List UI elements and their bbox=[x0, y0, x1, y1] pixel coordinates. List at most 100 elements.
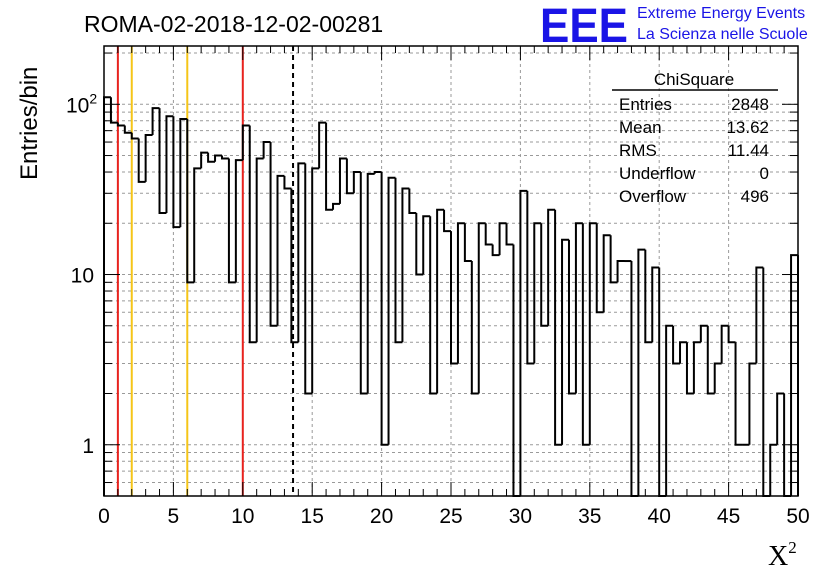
x-tick-label: 20 bbox=[370, 505, 393, 528]
histogram-bin bbox=[720, 324, 729, 364]
histogram-bin bbox=[685, 342, 694, 395]
histogram-bin bbox=[137, 138, 146, 183]
histogram-bin bbox=[491, 244, 500, 257]
histogram-bin bbox=[561, 238, 569, 445]
stats-label-overflow: Overflow bbox=[619, 187, 687, 206]
y-tick-label: 1 bbox=[82, 435, 94, 458]
histogram-bin bbox=[443, 209, 451, 233]
stats-value-overflow: 496 bbox=[741, 187, 769, 206]
reference-lines bbox=[116, 46, 295, 496]
histogram-bin bbox=[408, 188, 417, 214]
histogram-bin bbox=[776, 392, 785, 445]
histogram-bin bbox=[692, 341, 701, 394]
histogram-bin bbox=[463, 223, 472, 263]
histogram-bin bbox=[595, 223, 604, 314]
axes bbox=[103, 45, 799, 497]
histogram-bin bbox=[214, 154, 222, 162]
histogram-bin bbox=[616, 260, 625, 283]
stats-value-entries: 2848 bbox=[731, 95, 769, 114]
histogram-bin bbox=[456, 222, 465, 364]
histogram-bin bbox=[567, 239, 576, 395]
x-tick-label: 10 bbox=[231, 505, 254, 528]
histogram-bin bbox=[706, 325, 715, 395]
histogram-bin bbox=[699, 324, 708, 343]
histogram-bin bbox=[186, 118, 195, 284]
brand-line-2: La Scienza nelle Scuole bbox=[637, 26, 808, 43]
x-axis-label-superscript: 2 bbox=[788, 538, 797, 557]
y-tick-label: 102 bbox=[66, 90, 97, 117]
histogram-bin bbox=[401, 187, 410, 343]
histogram-bin bbox=[325, 122, 334, 211]
grid bbox=[104, 46, 798, 496]
histogram-bin bbox=[651, 266, 660, 343]
histogram-bin bbox=[769, 443, 778, 496]
y-tick-label-superscript: 2 bbox=[89, 90, 97, 106]
histogram-bin bbox=[116, 122, 125, 127]
histogram-bin bbox=[220, 155, 229, 160]
x-tick-label: 15 bbox=[301, 505, 324, 528]
x-tick-label: 5 bbox=[168, 505, 180, 528]
histogram-bin bbox=[130, 132, 139, 140]
histogram-bin bbox=[283, 175, 292, 190]
histogram-bin bbox=[790, 254, 798, 496]
stats-label-mean: Mean bbox=[619, 118, 662, 137]
x-axis-label-base: X bbox=[768, 541, 788, 572]
histogram-bin bbox=[207, 152, 216, 163]
eee-logo: EEE Extreme Energy Events La Scienza nel… bbox=[540, 0, 808, 53]
y-tick-label: 10 bbox=[71, 265, 94, 288]
histogram-bin bbox=[158, 108, 167, 214]
stats-value-mean: 13.62 bbox=[726, 118, 769, 137]
histogram-bin bbox=[311, 167, 320, 394]
stats-label-rms: RMS bbox=[619, 141, 657, 160]
histogram-bin bbox=[755, 266, 764, 364]
eee-logo-text: EEE bbox=[540, 0, 628, 53]
histogram-bin bbox=[519, 189, 528, 496]
histogram-bin bbox=[644, 249, 653, 344]
stats-label-underflow: Underflow bbox=[619, 164, 696, 183]
histogram-bin bbox=[429, 216, 438, 395]
histogram-bin bbox=[269, 142, 278, 327]
histogram-bin bbox=[103, 96, 111, 496]
histogram-bin bbox=[227, 158, 236, 284]
histogram-bin bbox=[144, 134, 153, 182]
stats-label-entries: Entries bbox=[619, 95, 672, 114]
histogram-bin bbox=[338, 157, 347, 204]
histogram-bin bbox=[234, 159, 243, 283]
histogram-bin bbox=[241, 124, 250, 161]
histogram-bin bbox=[581, 223, 590, 446]
histogram-bin bbox=[588, 222, 597, 445]
histogram-bin bbox=[151, 107, 160, 136]
histogram-bin bbox=[304, 163, 313, 395]
histogram-bin bbox=[193, 167, 202, 283]
histogram-bin bbox=[276, 174, 285, 326]
histogram-bin bbox=[352, 171, 361, 194]
histogram-bin bbox=[526, 190, 535, 365]
histogram-bin bbox=[547, 208, 556, 326]
histogram-bin bbox=[470, 261, 479, 395]
histogram-bin bbox=[574, 222, 583, 394]
histogram-bin bbox=[394, 177, 403, 344]
histogram-bin bbox=[602, 234, 611, 313]
histogram-bin bbox=[505, 223, 514, 246]
histogram-bin bbox=[332, 202, 340, 210]
x-tick-label: 45 bbox=[717, 505, 740, 528]
histogram-bin bbox=[123, 125, 132, 134]
histogram-bin bbox=[297, 162, 306, 343]
x-tick-label: 40 bbox=[648, 505, 671, 528]
histogram-bin bbox=[679, 341, 687, 364]
histogram-bin bbox=[109, 97, 118, 124]
histogram-bin bbox=[290, 188, 299, 344]
histogram-bin bbox=[540, 223, 549, 327]
histogram-bin bbox=[637, 248, 646, 496]
chart-title: ROMA-02-2018-12-02-00281 bbox=[84, 11, 383, 37]
y-axis-label: Entries/bin bbox=[16, 67, 43, 180]
x-tick-label: 35 bbox=[578, 505, 601, 528]
histogram-bin bbox=[748, 362, 757, 445]
histogram-bin bbox=[422, 215, 431, 275]
histogram-bin bbox=[345, 158, 354, 195]
x-tick-label: 25 bbox=[439, 505, 462, 528]
histogram-bin bbox=[727, 325, 736, 344]
